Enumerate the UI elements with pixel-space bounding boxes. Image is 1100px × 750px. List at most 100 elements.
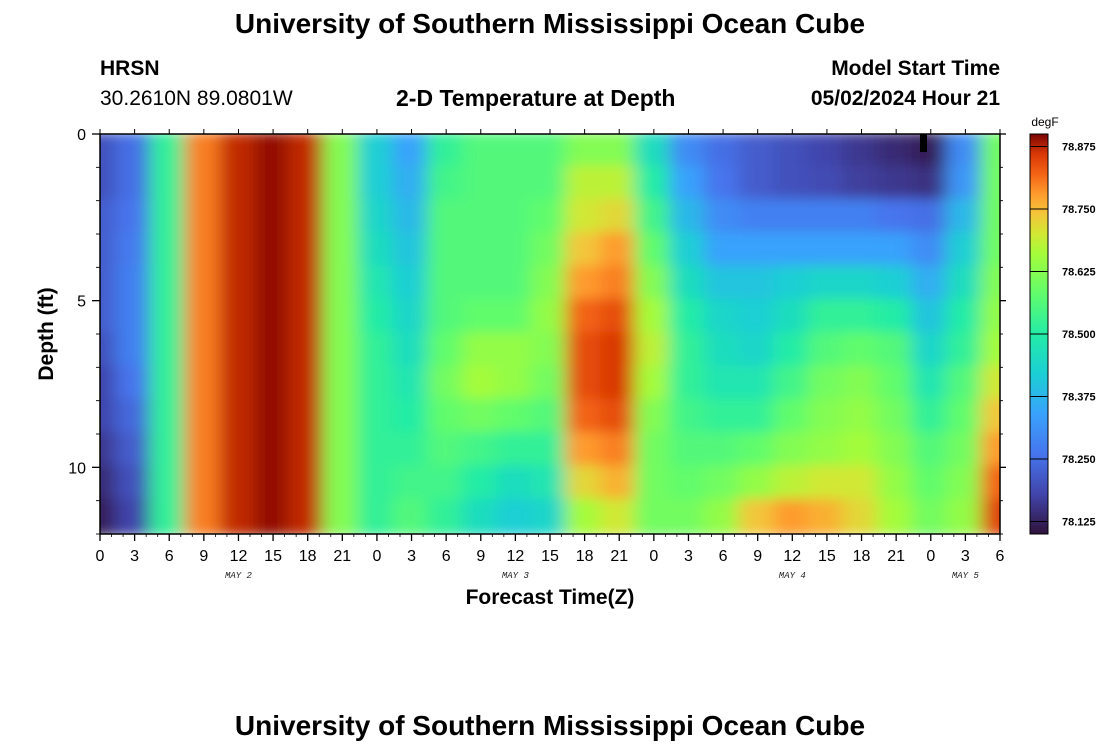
heatmap-cell: [980, 165, 1000, 203]
heatmap-cell: [876, 398, 916, 436]
heatmap-cell: [980, 265, 1000, 303]
heatmap-cell: [703, 498, 743, 534]
heatmap-cell: [807, 198, 847, 236]
heatmap-cell: [773, 232, 812, 270]
heatmap-cell: [842, 332, 881, 370]
heatmap-cell: [253, 134, 293, 170]
heatmap-cell: [773, 465, 812, 503]
heatmap-cell: [184, 332, 224, 370]
heatmap-cell: [184, 432, 224, 470]
heatmap-cell: [115, 265, 154, 303]
heatmap-cell: [323, 265, 362, 303]
heatmap-cell: [911, 232, 951, 270]
colorbar-tick-label: 78.625: [1062, 267, 1096, 279]
heatmap-cell: [634, 298, 674, 336]
heatmap-cell: [669, 265, 708, 303]
heatmap-cell: [253, 432, 293, 470]
heatmap-cell: [980, 365, 1000, 403]
heatmap-cell: [876, 232, 916, 270]
heatmap-cell: [703, 198, 743, 236]
heatmap-cell: [288, 165, 327, 203]
heatmap-cell: [738, 465, 777, 503]
heatmap-cell: [426, 432, 466, 470]
heatmap-cell: [876, 498, 916, 534]
heatmap-cell: [530, 298, 570, 336]
heatmap-cell: [911, 165, 951, 203]
heatmap-cell: [323, 432, 362, 470]
heatmap-cell: [426, 265, 466, 303]
heatmap-cell: [149, 134, 189, 170]
heatmap-cell: [669, 332, 708, 370]
heatmap-cell: [219, 365, 258, 403]
heatmap-cell: [738, 198, 777, 236]
heatmap-cell: [461, 398, 501, 436]
heatmap-cell: [911, 365, 951, 403]
heatmap-cell: [496, 465, 535, 503]
heatmap-cell: [149, 432, 189, 470]
heatmap-cell: [392, 198, 431, 236]
heatmap-cell: [530, 498, 570, 534]
heatmap-cell: [876, 432, 916, 470]
heatmap-cell: [219, 232, 258, 270]
heatmap-cell: [530, 365, 570, 403]
x-tick-label: 0: [649, 548, 658, 565]
heatmap-cell: [703, 298, 743, 336]
heatmap-cell: [980, 134, 1000, 170]
heatmap-cell: [461, 432, 501, 470]
heatmap-cell: [738, 134, 777, 170]
heatmap-cell: [461, 265, 501, 303]
heatmap-cell: [392, 432, 431, 470]
heatmap-cell: [184, 165, 224, 203]
x-tick-label: 0: [96, 548, 105, 565]
heatmap-cell: [773, 198, 812, 236]
heatmap-cell: [184, 465, 224, 503]
heatmap-cell: [669, 398, 708, 436]
heatmap-cell: [426, 298, 466, 336]
heatmap-cell: [357, 232, 397, 270]
heatmap-cell: [703, 432, 743, 470]
heatmap-cell: [392, 265, 431, 303]
heatmap-cell: [149, 465, 189, 503]
heatmap-cell: [842, 398, 881, 436]
heatmap-cell: [461, 298, 501, 336]
heatmap-cell: [100, 432, 120, 470]
colorbar-tick-label: 78.750: [1062, 204, 1096, 216]
heatmap-cell: [357, 332, 397, 370]
heatmap-cell: [911, 134, 951, 170]
heatmap-cell: [738, 498, 777, 534]
heatmap-cell: [773, 398, 812, 436]
heatmap-cell: [253, 232, 293, 270]
heatmap-cell: [669, 134, 708, 170]
heatmap-cell: [599, 465, 639, 503]
colorbar-tick-label: 78.125: [1062, 517, 1096, 529]
heatmap-cell: [911, 298, 951, 336]
y-axis-title: Depth (ft): [35, 287, 58, 380]
heatmap-cell: [496, 332, 535, 370]
heatmap-cell: [149, 265, 189, 303]
heatmap-cell: [946, 498, 985, 534]
heatmap-cell: [703, 365, 743, 403]
chart-subtitle: 2-D Temperature at Depth: [396, 85, 676, 111]
heatmap-cell: [323, 298, 362, 336]
heatmap-cell: [738, 365, 777, 403]
x-tick-label: 6: [996, 548, 1005, 565]
heatmap-cell: [565, 232, 604, 270]
x-tick-label: 18: [853, 548, 871, 565]
heatmap-cell: [357, 398, 397, 436]
heatmap-cell: [253, 365, 293, 403]
heatmap-cell: [669, 298, 708, 336]
x-tick-label: 0: [926, 548, 935, 565]
heatmap-cell: [599, 332, 639, 370]
heatmap-cell: [288, 198, 327, 236]
heatmap-cell: [115, 298, 154, 336]
heatmap-cell: [946, 265, 985, 303]
x-tick-label: 21: [887, 548, 905, 565]
heatmap-cell: [980, 232, 1000, 270]
heatmap-cell: [946, 198, 985, 236]
heatmap-cell: [461, 198, 501, 236]
heatmap-cell: [149, 198, 189, 236]
heatmap-cell: [530, 134, 570, 170]
heatmap-cell: [115, 332, 154, 370]
heatmap-cell: [738, 232, 777, 270]
station-name: HRSN: [100, 57, 160, 80]
